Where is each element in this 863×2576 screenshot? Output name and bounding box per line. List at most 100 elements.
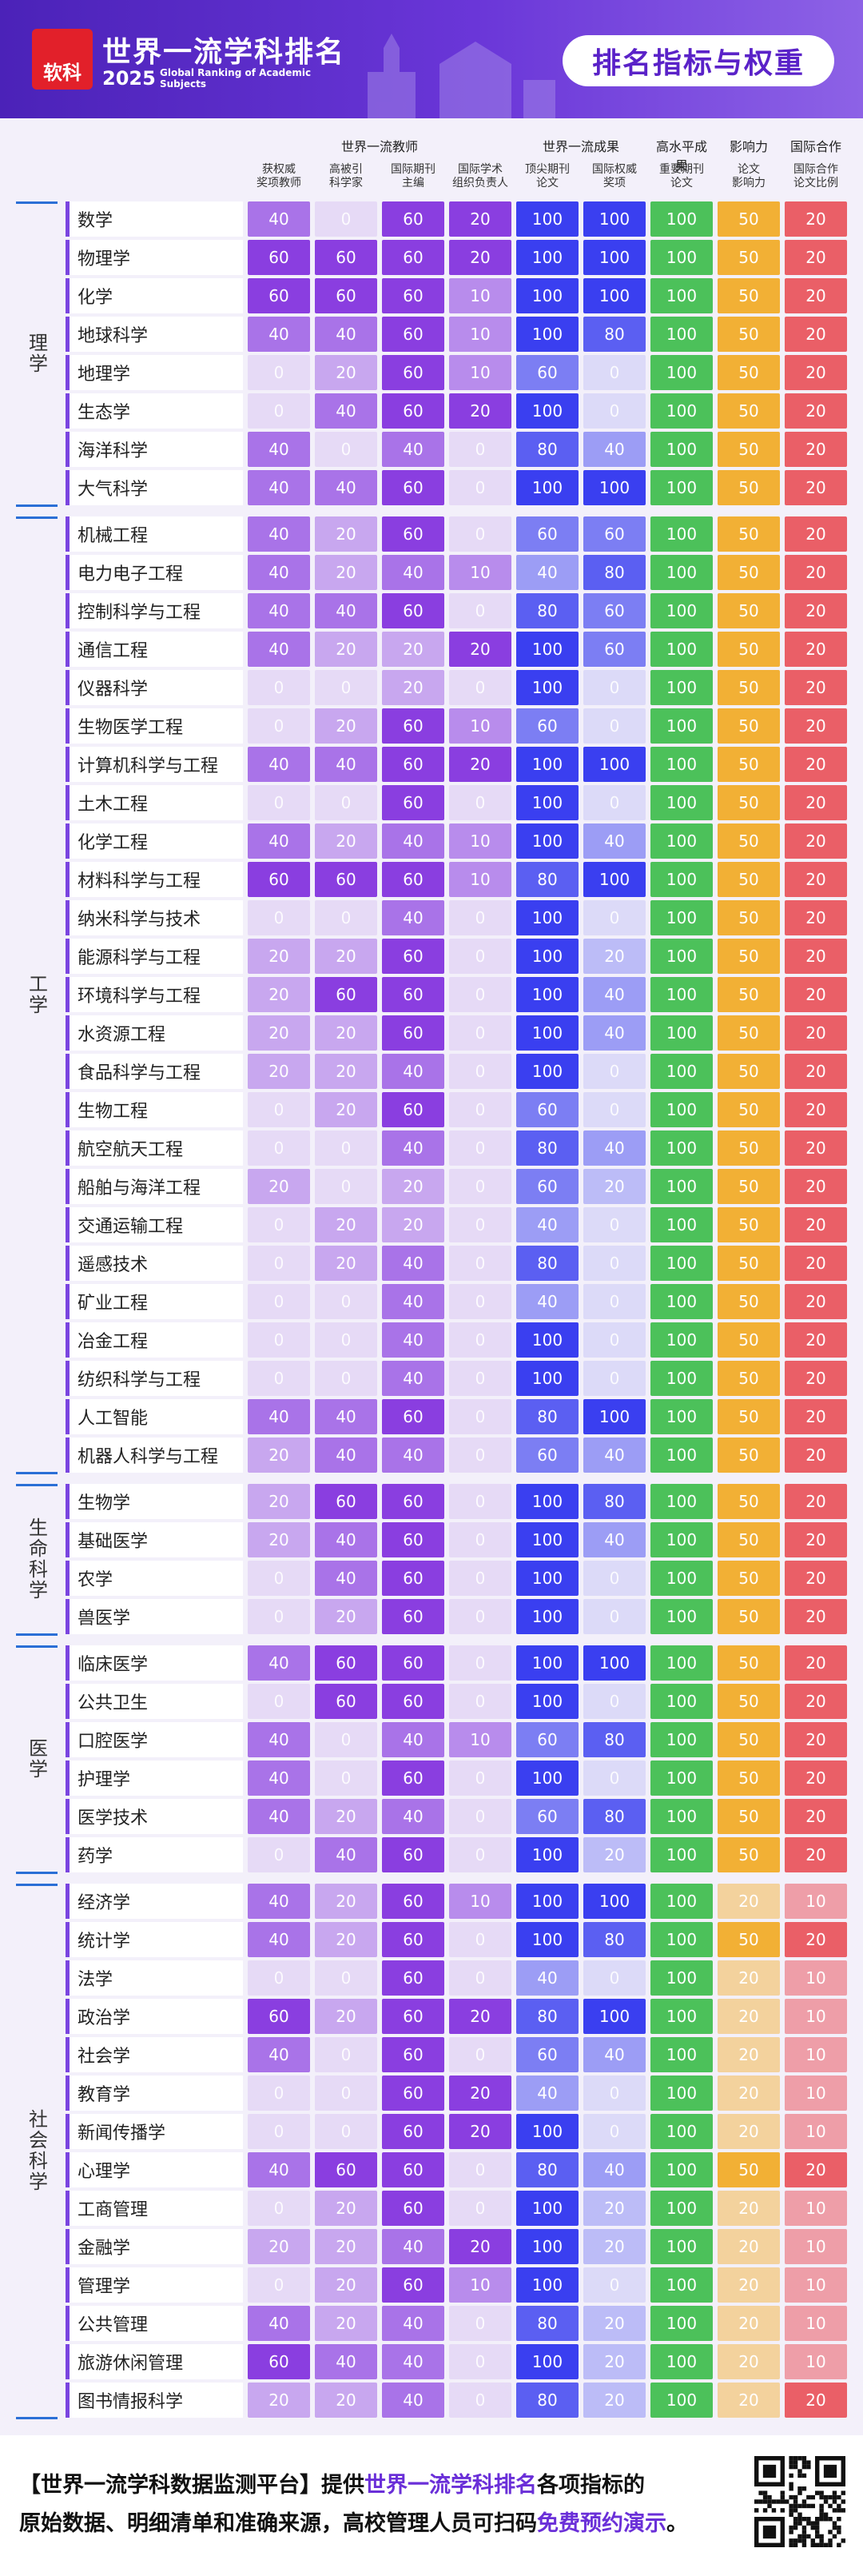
value-label: 10 xyxy=(470,1892,491,1911)
value-label: 20 xyxy=(805,563,826,582)
value-label: 40 xyxy=(403,2391,424,2410)
qr-module xyxy=(828,2542,833,2547)
value-label: 40 xyxy=(403,1807,424,1826)
value-label: 0 xyxy=(475,1254,486,1273)
column-header: 重要期刊 论文 xyxy=(659,163,704,189)
value-cell: 0 xyxy=(449,1130,511,1166)
row-label: 能源科学与工程 xyxy=(66,939,243,974)
qr-code xyxy=(754,2456,845,2547)
value-label: 20 xyxy=(805,1492,826,1511)
value-label: 10 xyxy=(805,2275,826,2295)
value-label: 20 xyxy=(470,640,491,659)
value-label: 20 xyxy=(805,286,826,305)
value-cell: 20 xyxy=(785,1207,847,1242)
value-label: 100 xyxy=(666,401,698,421)
value-cell: 60 xyxy=(516,516,579,552)
value-label: 80 xyxy=(537,870,558,889)
value-cell: 10 xyxy=(449,862,511,897)
qr-module xyxy=(837,2517,841,2522)
value-label: 0 xyxy=(273,1569,284,1588)
value-cell: 0 xyxy=(449,1322,511,1358)
value-cell: 40 xyxy=(583,1522,646,1557)
value-cell: 100 xyxy=(650,900,713,935)
value-cell: 40 xyxy=(382,555,444,590)
value-label: 60 xyxy=(403,1769,424,1788)
qr-module xyxy=(815,2542,820,2547)
qr-module xyxy=(793,2499,798,2504)
value-cell: 100 xyxy=(516,939,579,974)
value-label: 60 xyxy=(403,1692,424,1711)
group-header: 世界一流成果 xyxy=(542,139,619,154)
row-label: 法学 xyxy=(66,1960,243,1996)
value-label: 20 xyxy=(738,1968,759,1988)
value-label: 40 xyxy=(604,1446,625,1465)
value-cell: 0 xyxy=(449,939,511,974)
qr-module xyxy=(801,2486,807,2491)
value-label: 20 xyxy=(805,1730,826,1749)
qr-module xyxy=(819,2494,824,2500)
value-cell: 20 xyxy=(785,1645,847,1681)
value-label: 100 xyxy=(666,478,698,497)
value-cell: 80 xyxy=(583,1484,646,1519)
value-cell: 60 xyxy=(315,977,377,1012)
value-cell: 60 xyxy=(382,317,444,352)
qr-module xyxy=(793,2503,798,2509)
value-label: 100 xyxy=(531,2122,563,2141)
qr-module xyxy=(797,2456,802,2461)
value-label: 0 xyxy=(340,1730,352,1749)
value-cell: 40 xyxy=(248,1645,310,1681)
value-cell: 50 xyxy=(718,240,780,275)
value-cell: 40 xyxy=(248,470,310,505)
value-cell: 40 xyxy=(583,977,646,1012)
value-cell: 60 xyxy=(382,516,444,552)
value-cell: 50 xyxy=(718,1015,780,1051)
footer-text: 世界一流学科排名 xyxy=(364,2473,537,2498)
value-cell: 20 xyxy=(785,1169,847,1204)
value-label: 50 xyxy=(738,1530,759,1549)
value-label: 60 xyxy=(403,2007,424,2026)
value-cell: 80 xyxy=(583,1922,646,1957)
value-label: 0 xyxy=(609,1769,620,1788)
column-header: 论文 影响力 xyxy=(732,163,766,189)
value-cell: 10 xyxy=(785,2306,847,2341)
value-label: 0 xyxy=(340,2122,352,2141)
value-cell: 60 xyxy=(382,278,444,313)
value-label: 0 xyxy=(475,793,486,812)
value-cell: 100 xyxy=(650,1999,713,2034)
value-cell: 0 xyxy=(583,1684,646,1719)
value-label: 100 xyxy=(666,678,698,697)
qr-module xyxy=(801,2538,807,2543)
value-label: 20 xyxy=(805,640,826,659)
year: 2025 xyxy=(102,67,156,90)
value-cell: 0 xyxy=(449,1837,511,1872)
value-cell: 20 xyxy=(785,2383,847,2418)
value-cell: 60 xyxy=(315,1484,377,1519)
value-label: 20 xyxy=(470,2122,491,2141)
value-label: 40 xyxy=(537,1292,558,1311)
value-label: 100 xyxy=(666,716,698,736)
value-label: 40 xyxy=(268,563,289,582)
row-label: 农学 xyxy=(66,1561,243,1596)
value-cell: 20 xyxy=(315,1092,377,1127)
value-cell: 20 xyxy=(785,1722,847,1757)
qr-module xyxy=(797,2521,802,2526)
value-cell: 40 xyxy=(248,2037,310,2072)
value-label: 0 xyxy=(609,1100,620,1119)
row-label: 船舶与海洋工程 xyxy=(66,1169,243,1204)
value-label: 60 xyxy=(403,2160,424,2179)
value-cell: 100 xyxy=(583,278,646,313)
qr-module xyxy=(801,2460,807,2465)
value-cell: 0 xyxy=(248,355,310,390)
value-label: 40 xyxy=(604,2045,625,2064)
value-label: 10 xyxy=(805,2314,826,2333)
value-label: 20 xyxy=(403,1215,424,1234)
value-cell: 60 xyxy=(583,593,646,628)
qr-module xyxy=(771,2499,777,2504)
value-cell: 100 xyxy=(516,1522,579,1557)
value-label: 0 xyxy=(475,1138,486,1158)
value-cell: 100 xyxy=(583,470,646,505)
value-label: 60 xyxy=(537,1446,558,1465)
value-cell: 0 xyxy=(248,1246,310,1281)
value-cell: 100 xyxy=(516,1484,579,1519)
value-cell: 20 xyxy=(785,1484,847,1519)
